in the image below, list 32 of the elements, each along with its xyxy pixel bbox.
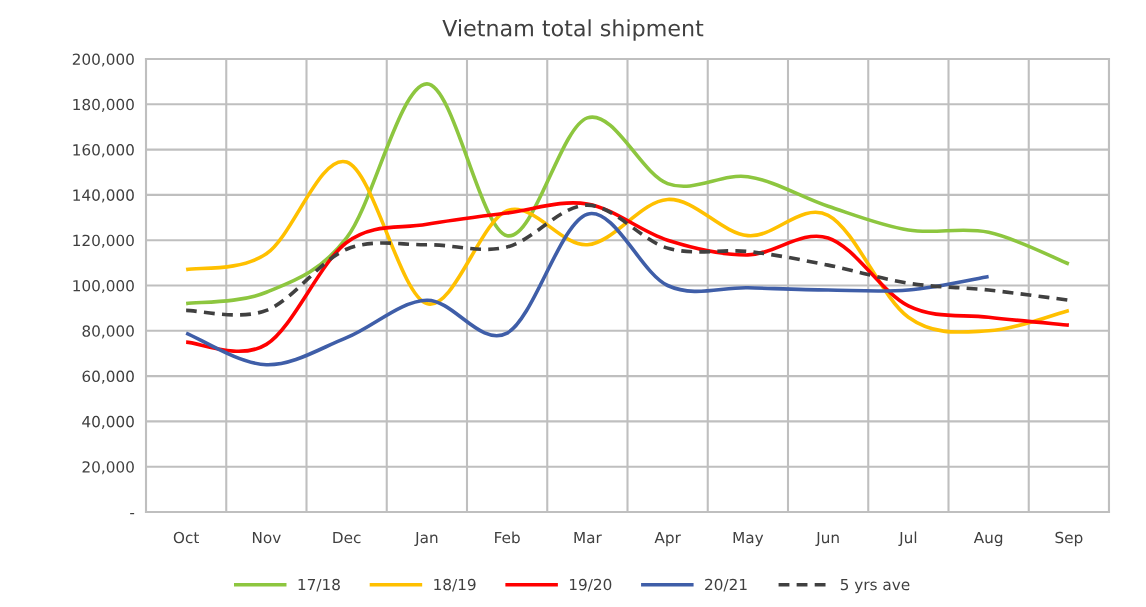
y-tick-label: - xyxy=(130,513,135,515)
x-tick-label: May xyxy=(733,531,764,547)
x-tick-label: Mar xyxy=(574,531,602,544)
y-tick-label: 200,000 xyxy=(72,53,134,67)
x-tick-label: Nov xyxy=(252,531,281,544)
legend-label: 19/20 xyxy=(569,578,612,592)
legend-label: 18/19 xyxy=(434,578,476,592)
y-tick-label: 60,000 xyxy=(82,370,134,384)
line-series xyxy=(184,82,1071,306)
x-tick-label: Jan xyxy=(414,531,438,547)
y-tick-label: 100,000 xyxy=(73,279,134,294)
x-tick-label: Dec xyxy=(333,531,361,544)
legend-label: 20/21 xyxy=(705,578,747,592)
legend-label: 5 yrs ave xyxy=(840,578,910,594)
legend-label: 17/18 xyxy=(298,578,340,592)
x-tick-label: Sep xyxy=(1055,531,1083,547)
line-series xyxy=(184,212,991,367)
y-tick-label: 40,000 xyxy=(82,415,134,429)
x-tick-label: Aug xyxy=(973,531,1003,547)
x-tick-label: Oct xyxy=(173,531,199,544)
x-tick-label: Jul xyxy=(898,531,917,547)
y-tick-label: 160,000 xyxy=(73,144,134,158)
x-tick-label: Jun xyxy=(815,531,839,547)
x-tick-label: Feb xyxy=(495,531,520,544)
line-series xyxy=(184,160,1071,334)
y-tick-label: 180,000 xyxy=(73,98,134,112)
chart-title: Vietnam total shipment xyxy=(442,19,704,41)
y-tick-label: 80,000 xyxy=(82,325,134,339)
y-tick-label: 20,000 xyxy=(82,461,134,475)
x-tick-label: Apr xyxy=(654,531,681,547)
y-tick-label: 140,000 xyxy=(73,189,134,203)
y-tick-label: 120,000 xyxy=(73,234,134,248)
